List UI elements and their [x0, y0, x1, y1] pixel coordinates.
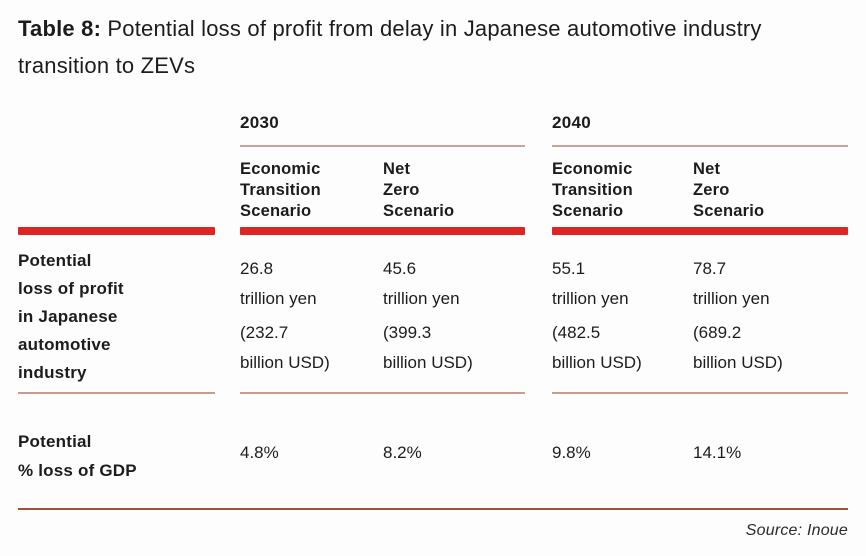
cell-value-yen: 55.1 trillion yen	[552, 259, 629, 308]
row-separator-label-column	[18, 392, 215, 394]
header-rule-label-column	[18, 227, 215, 235]
year-underline-2040	[552, 145, 848, 147]
table-title: Table 8: Potential loss of profit from d…	[18, 10, 818, 84]
row-separator-2040	[552, 392, 848, 394]
table-title-text: Potential loss of profit from delay in J…	[18, 16, 762, 78]
row-label-gdp-loss: Potential % loss of GDP	[18, 432, 137, 480]
row-label-loss-of-profit: Potential loss of profit in Japanese aut…	[18, 251, 124, 382]
cell-value-usd: (232.7 billion USD)	[240, 323, 330, 372]
table-cell: 14.1%	[693, 443, 742, 462]
column-header-economic-transition-2030: Economic Transition Scenario	[240, 160, 321, 220]
table-bottom-rule	[18, 508, 848, 510]
header-rule-2040	[552, 227, 848, 235]
table-cell: 9.8%	[552, 443, 591, 462]
column-header-net-zero-2040: Net Zero Scenario	[693, 160, 765, 220]
year-underline-2030	[240, 145, 525, 147]
year-header-2030: 2030	[240, 113, 280, 132]
year-header-2040: 2040	[552, 113, 592, 132]
cell-value-yen: 26.8 trillion yen	[240, 259, 317, 308]
cell-value-yen: 45.6 trillion yen	[383, 259, 460, 308]
table-cell: 78.7 trillion yen (689.2 billion USD)	[693, 254, 833, 378]
column-header-net-zero-2030: Net Zero Scenario	[383, 160, 455, 220]
row-separator-2030	[240, 392, 525, 394]
table-cell: 55.1 trillion yen (482.5 billion USD)	[552, 254, 692, 378]
table-cell: 8.2%	[383, 443, 422, 462]
table-cell: 45.6 trillion yen (399.3 billion USD)	[383, 254, 523, 378]
header-rule-2030	[240, 227, 525, 235]
cell-value-usd: (482.5 billion USD)	[552, 323, 642, 372]
cell-value-yen: 78.7 trillion yen	[693, 259, 770, 308]
column-header-economic-transition-2040: Economic Transition Scenario	[552, 160, 633, 220]
table-cell: 26.8 trillion yen (232.7 billion USD)	[240, 254, 380, 378]
cell-value-usd: (399.3 billion USD)	[383, 323, 473, 372]
source-attribution: Source: Inoue	[745, 522, 848, 539]
table-number-label: Table 8:	[18, 16, 102, 41]
table-cell: 4.8%	[240, 443, 279, 462]
cell-value-usd: (689.2 billion USD)	[693, 323, 783, 372]
